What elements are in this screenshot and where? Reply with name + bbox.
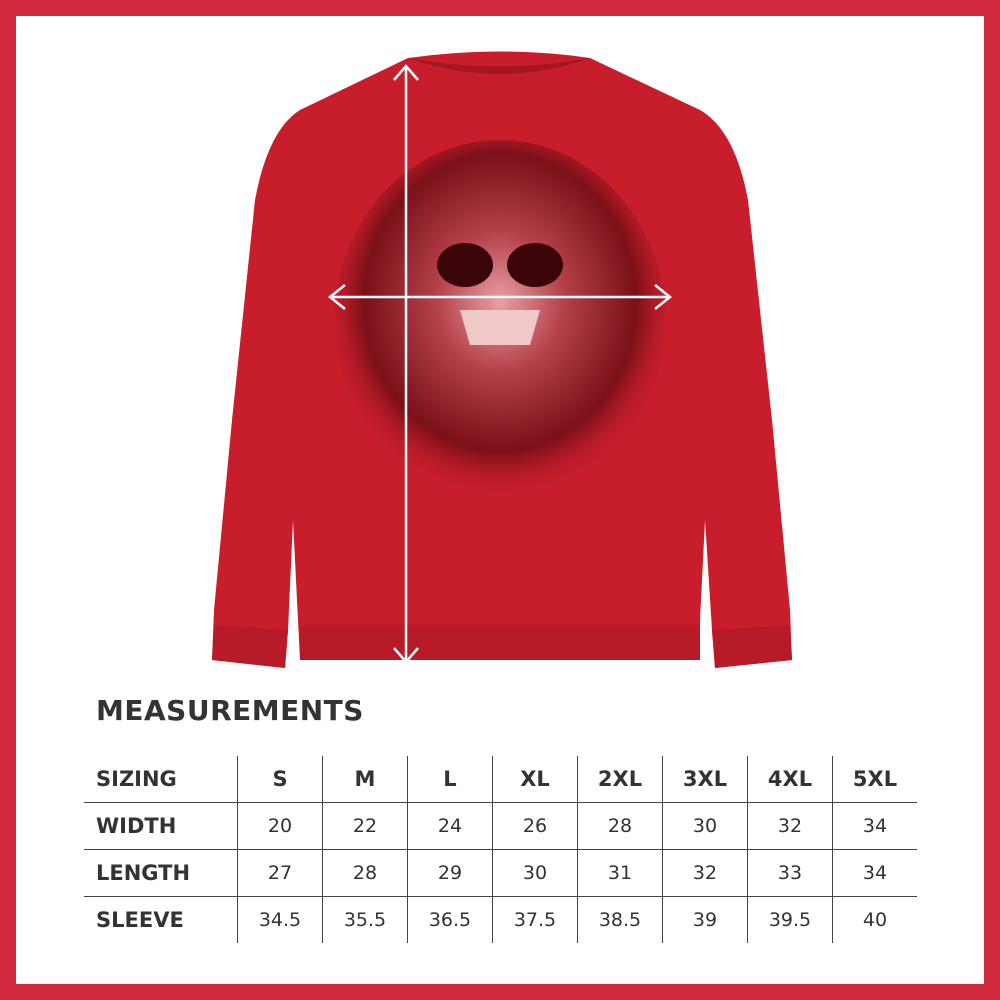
cell: 38.5 <box>577 896 663 943</box>
cell: 39.5 <box>747 896 833 943</box>
header-cell: SIZING <box>96 767 177 791</box>
header-cell: XL <box>492 756 578 803</box>
table-row-length: LENGTH 27 28 29 30 31 32 33 34 <box>84 849 917 897</box>
cell: 30 <box>492 849 578 897</box>
size-chart-table: SIZING S M L XL 2XL 3XL 4XL 5XL WIDTH 20… <box>84 756 917 943</box>
cell: 33 <box>747 849 833 897</box>
cell: 37.5 <box>492 896 578 943</box>
header-cell: L <box>407 756 493 803</box>
header-cell: 5XL <box>832 756 917 803</box>
table-row-sleeve: SLEEVE 34.5 35.5 36.5 37.5 38.5 39 39.5 … <box>84 896 917 943</box>
header-cell: M <box>322 756 408 803</box>
row-label: LENGTH <box>84 849 238 897</box>
cell: 20 <box>237 802 323 850</box>
sweatshirt-image <box>212 51 792 668</box>
cell: 32 <box>747 802 833 850</box>
cell: 29 <box>407 849 493 897</box>
cell: 24 <box>407 802 493 850</box>
cell: 27 <box>237 849 323 897</box>
cell: 34 <box>832 849 917 897</box>
cell: 32 <box>662 849 748 897</box>
length-arrow <box>393 64 419 664</box>
header-cell: 4XL <box>747 756 833 803</box>
cell: 28 <box>577 802 663 850</box>
table-header-row: SIZING S M L XL 2XL 3XL 4XL 5XL <box>84 756 917 803</box>
table-row-width: WIDTH 20 22 24 26 28 30 32 34 <box>84 802 917 850</box>
cell: 26 <box>492 802 578 850</box>
cell: 22 <box>322 802 408 850</box>
cell: 35.5 <box>322 896 408 943</box>
row-label: SLEEVE <box>84 896 238 943</box>
cell: 28 <box>322 849 408 897</box>
cell: 39 <box>662 896 748 943</box>
cell: 40 <box>832 896 917 943</box>
measurements-title: MEASUREMENTS <box>96 694 364 727</box>
cell: 34.5 <box>237 896 323 943</box>
header-cell: 2XL <box>577 756 663 803</box>
width-arrow <box>327 284 673 310</box>
cell: 30 <box>662 802 748 850</box>
header-cell: S <box>237 756 323 803</box>
row-label: WIDTH <box>84 802 238 850</box>
cell: 36.5 <box>407 896 493 943</box>
header-cell: 3XL <box>662 756 748 803</box>
cell: 31 <box>577 849 663 897</box>
cell: 34 <box>832 802 917 850</box>
